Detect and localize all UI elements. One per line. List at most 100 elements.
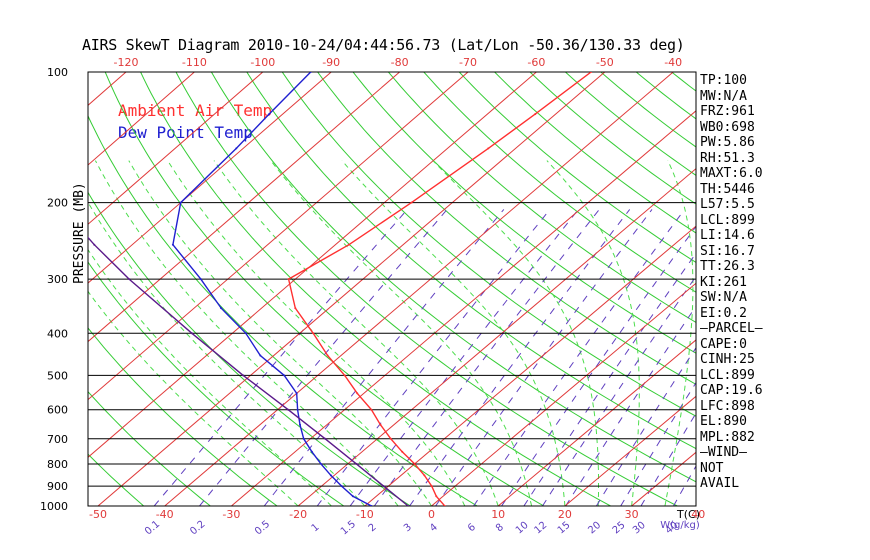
data-point [343,374,346,377]
isotherm [564,395,696,506]
mixing-ratio-label: 1 [310,522,322,535]
pressure-tick-label: 500 [47,369,68,382]
isotherm [88,72,264,225]
temp-tick-label-bottom: -50 [89,508,107,521]
mixing-ratio-line [316,209,551,506]
mixing-ratio-label: 15 [556,520,573,537]
isotherm [88,72,537,458]
mixing-ratio-label: 12 [532,520,549,537]
data-point [17,147,19,149]
data-point [312,332,315,335]
data-point [370,505,373,506]
mixing-ratio-label: 0.5 [253,519,272,538]
index-row: EI:0.2 [700,305,747,321]
mixing-ratio-line [473,209,686,506]
data-point [351,495,354,498]
isotherm [297,167,696,506]
dewpoint-temp-line [172,72,372,506]
dry-adiabat [140,72,611,506]
temp-unit-label: T(C) [676,508,700,521]
data-point [299,423,301,426]
dry-adiabat [88,327,278,506]
dry-adiabat [281,72,696,417]
dry-adiabat [88,453,145,506]
index-row: CAP:19.6 [700,383,763,398]
data-point [309,72,312,73]
isotherm [88,72,195,166]
mixing-ratio-label: 0.1 [143,519,162,538]
data-point [268,113,271,116]
isotherm [164,72,674,506]
data-point [324,437,327,440]
mixing-ratio-line [373,209,600,506]
moist-adiabat [213,160,499,506]
data-point [407,505,410,506]
mixing-ratio-line [523,252,696,506]
dry-adiabat [778,72,870,506]
data-point [355,462,358,465]
moist-adiabat [128,160,432,506]
dry-adiabat [246,72,696,450]
data-point [220,307,223,310]
mixing-ratio-line [263,209,505,506]
data-point [128,278,131,281]
data-point [259,354,262,357]
index-row: PW:5.86 [700,135,755,150]
index-row: RH:51.3 [700,150,755,166]
temp-tick-label-bottom: -20 [289,508,307,521]
temp-tick-label-top: -120 [114,56,139,69]
data-point [410,201,413,204]
index-row: –WIND– [700,445,747,460]
mixing-ratio-line [595,346,696,506]
data-point [190,332,193,335]
temp-tick-label-bottom: 0 [428,508,435,521]
isotherm [431,282,696,506]
data-point [199,278,202,281]
ambient-temp-line [287,72,592,506]
pressure-tick-label: 300 [47,273,68,286]
temp-tick-label-bottom: 40 [691,508,705,521]
data-point [287,408,290,411]
data-point [389,437,392,440]
temp-tick-label-bottom: 20 [558,508,572,521]
temp-tick-label-top: -90 [322,56,340,69]
mixing-ratio-line [640,412,696,506]
mixing-ratio-label: 2 [367,522,379,535]
legend-dew-point-temp: Dew Point Temp [118,123,253,142]
data-point [329,474,332,477]
isotherm [364,225,696,506]
index-row: EL:890 [700,414,747,429]
data-point [347,243,350,246]
mixing-ratio-line [153,209,408,506]
dry-adiabat [352,72,696,354]
temp-tick-label-bottom: -10 [356,508,374,521]
index-row: FRZ:961 [700,104,755,119]
data-point [296,408,299,411]
data-point [430,485,433,488]
pressure-tick-label: 400 [47,327,68,340]
temp-tick-label-top: -100 [250,56,275,69]
mixing-ratio-label: 20 [586,520,603,537]
index-row: KI:261 [700,274,747,290]
dry-adiabat [88,261,345,506]
mixing-ratio-label: 6 [466,522,478,535]
temp-tick-label-top: -50 [596,56,614,69]
mixing-ratio-label: 3 [402,522,414,535]
temp-tick-label-top: -60 [527,56,545,69]
mixing-ratio-label: 30 [631,520,648,537]
dry-adiabat [743,72,870,506]
data-point [382,485,385,488]
mixing-ratio-label: 10 [514,520,531,537]
data-point [93,243,96,246]
data-point [179,201,182,204]
data-point [294,307,297,310]
moist-adiabat [341,160,566,506]
pressure-tick-label: 100 [47,66,68,79]
dry-adiabat [210,72,696,483]
index-row: CINH:25 [700,352,755,367]
index-row: SI:16.7 [700,243,755,259]
index-row: NOT [700,460,724,476]
data-point [310,450,313,453]
temp-tick-label-bottom: -40 [156,508,174,521]
